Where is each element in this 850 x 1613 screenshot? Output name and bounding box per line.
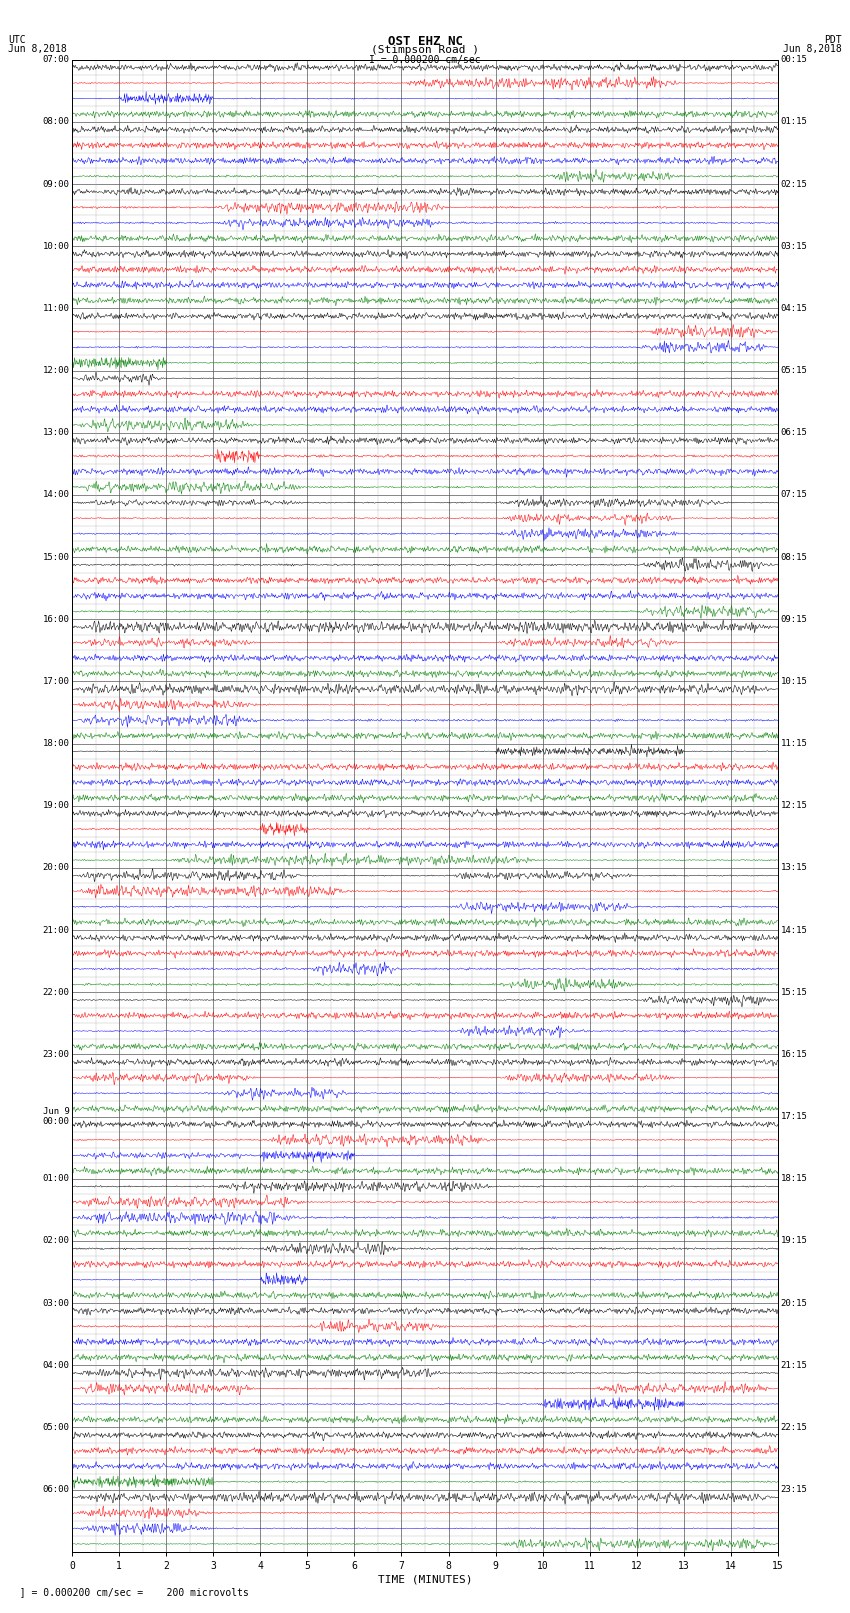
- Text: I = 0.000200 cm/sec: I = 0.000200 cm/sec: [369, 55, 481, 65]
- X-axis label: TIME (MINUTES): TIME (MINUTES): [377, 1574, 473, 1586]
- Text: (Stimpson Road ): (Stimpson Road ): [371, 45, 479, 55]
- Text: UTC: UTC: [8, 35, 26, 45]
- Text: Jun 8,2018: Jun 8,2018: [8, 44, 67, 53]
- Text: PDT: PDT: [824, 35, 842, 45]
- Text: ] = 0.000200 cm/sec =    200 microvolts: ] = 0.000200 cm/sec = 200 microvolts: [8, 1587, 249, 1597]
- Text: OST EHZ NC: OST EHZ NC: [388, 35, 462, 48]
- Text: Jun 8,2018: Jun 8,2018: [783, 44, 842, 53]
